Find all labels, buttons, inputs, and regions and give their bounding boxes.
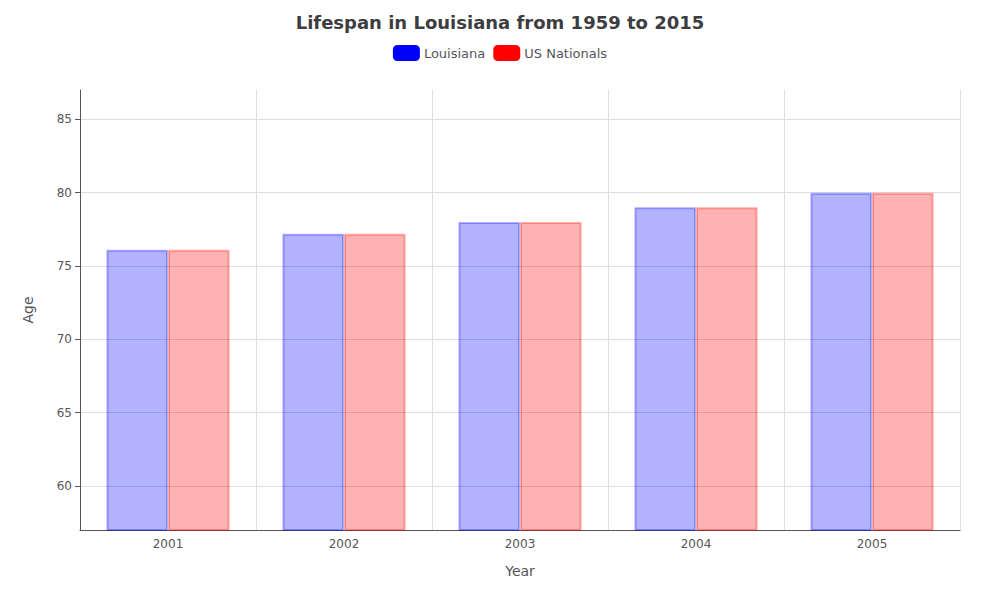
svg-text:2005: 2005 [857,537,888,551]
svg-text:Age: Age [20,296,36,323]
svg-text:75: 75 [57,259,72,273]
svg-text:65: 65 [57,406,72,420]
svg-text:Lifespan in Louisiana from 195: Lifespan in Louisiana from 1959 to 2015 [296,12,705,33]
svg-text:US Nationals: US Nationals [524,46,607,61]
svg-text:80: 80 [57,186,72,200]
svg-text:2004: 2004 [681,537,712,551]
svg-text:85: 85 [57,112,72,126]
svg-text:70: 70 [57,332,72,346]
svg-text:2001: 2001 [153,537,184,551]
svg-text:2003: 2003 [505,537,536,551]
svg-text:Year: Year [504,563,535,579]
svg-text:2002: 2002 [329,537,360,551]
svg-text:Louisiana: Louisiana [424,46,485,61]
svg-text:60: 60 [57,479,72,493]
